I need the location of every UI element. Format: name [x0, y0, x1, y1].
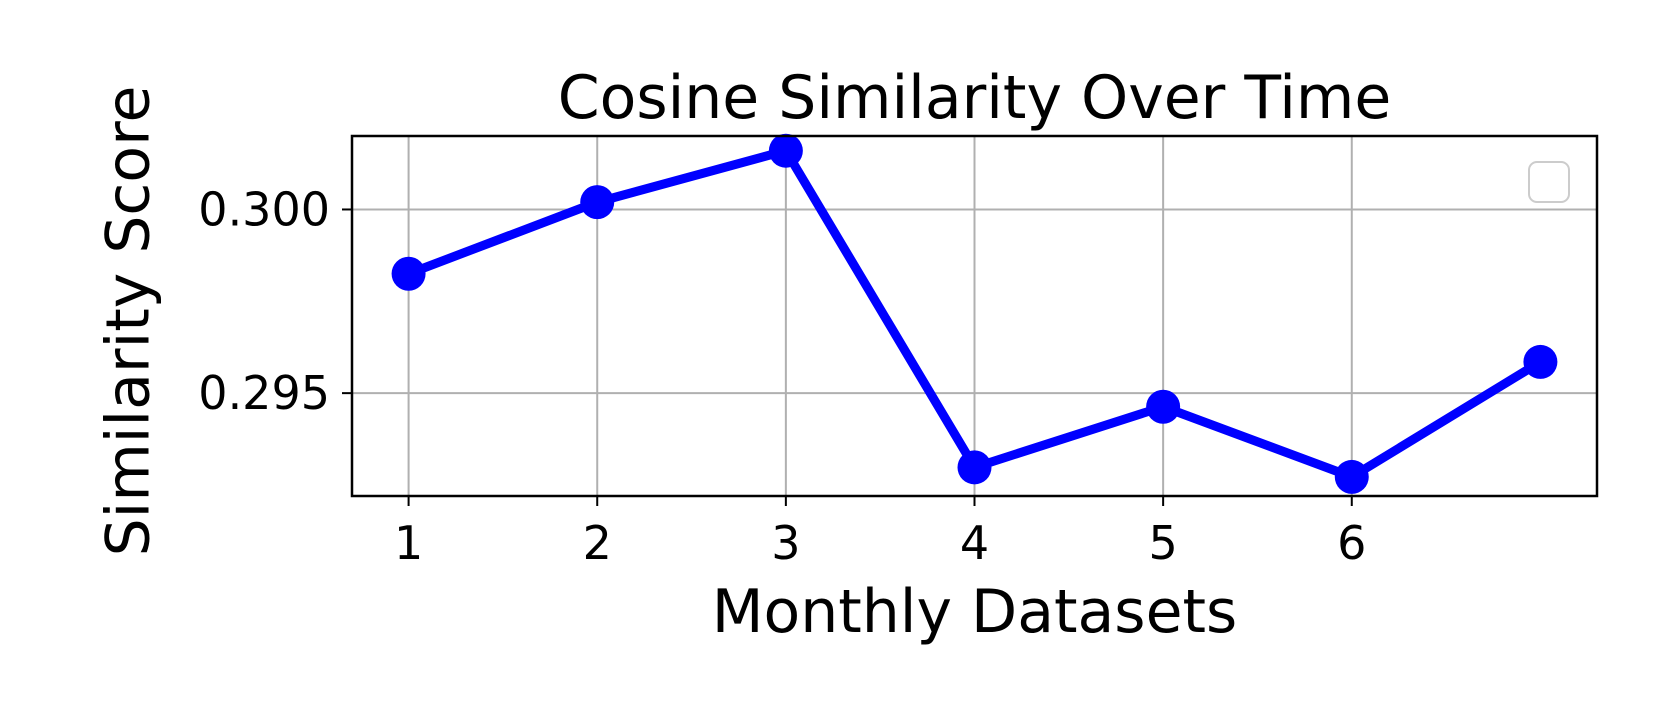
legend-box	[1528, 161, 1570, 203]
data-point	[1523, 344, 1558, 379]
x-tick-label: 3	[771, 516, 800, 570]
y-axis-label: Similarity Score	[94, 86, 164, 557]
x-tick-label: 2	[583, 516, 612, 570]
x-tick-label: 6	[1337, 516, 1366, 570]
data-point	[391, 256, 426, 291]
grid	[352, 136, 1597, 496]
chart-title: Cosine Similarity Over Time	[558, 63, 1392, 133]
y-tick-label: 0.300	[198, 182, 330, 236]
y-tick-label: 0.295	[198, 366, 330, 420]
x-axis-label: Monthly Datasets	[712, 577, 1238, 647]
data-point	[1334, 459, 1369, 494]
x-tick-label: 1	[394, 516, 423, 570]
series	[391, 133, 1558, 494]
x-tick-label: 5	[1148, 516, 1177, 570]
x-tick-label: 4	[960, 516, 989, 570]
data-point	[1146, 389, 1181, 424]
y-ticks: 0.295 0.300	[198, 182, 352, 420]
data-point	[580, 185, 615, 220]
data-point	[768, 133, 803, 168]
x-ticks: 1 2 3 4 5 6	[394, 496, 1366, 570]
data-point	[957, 450, 992, 485]
